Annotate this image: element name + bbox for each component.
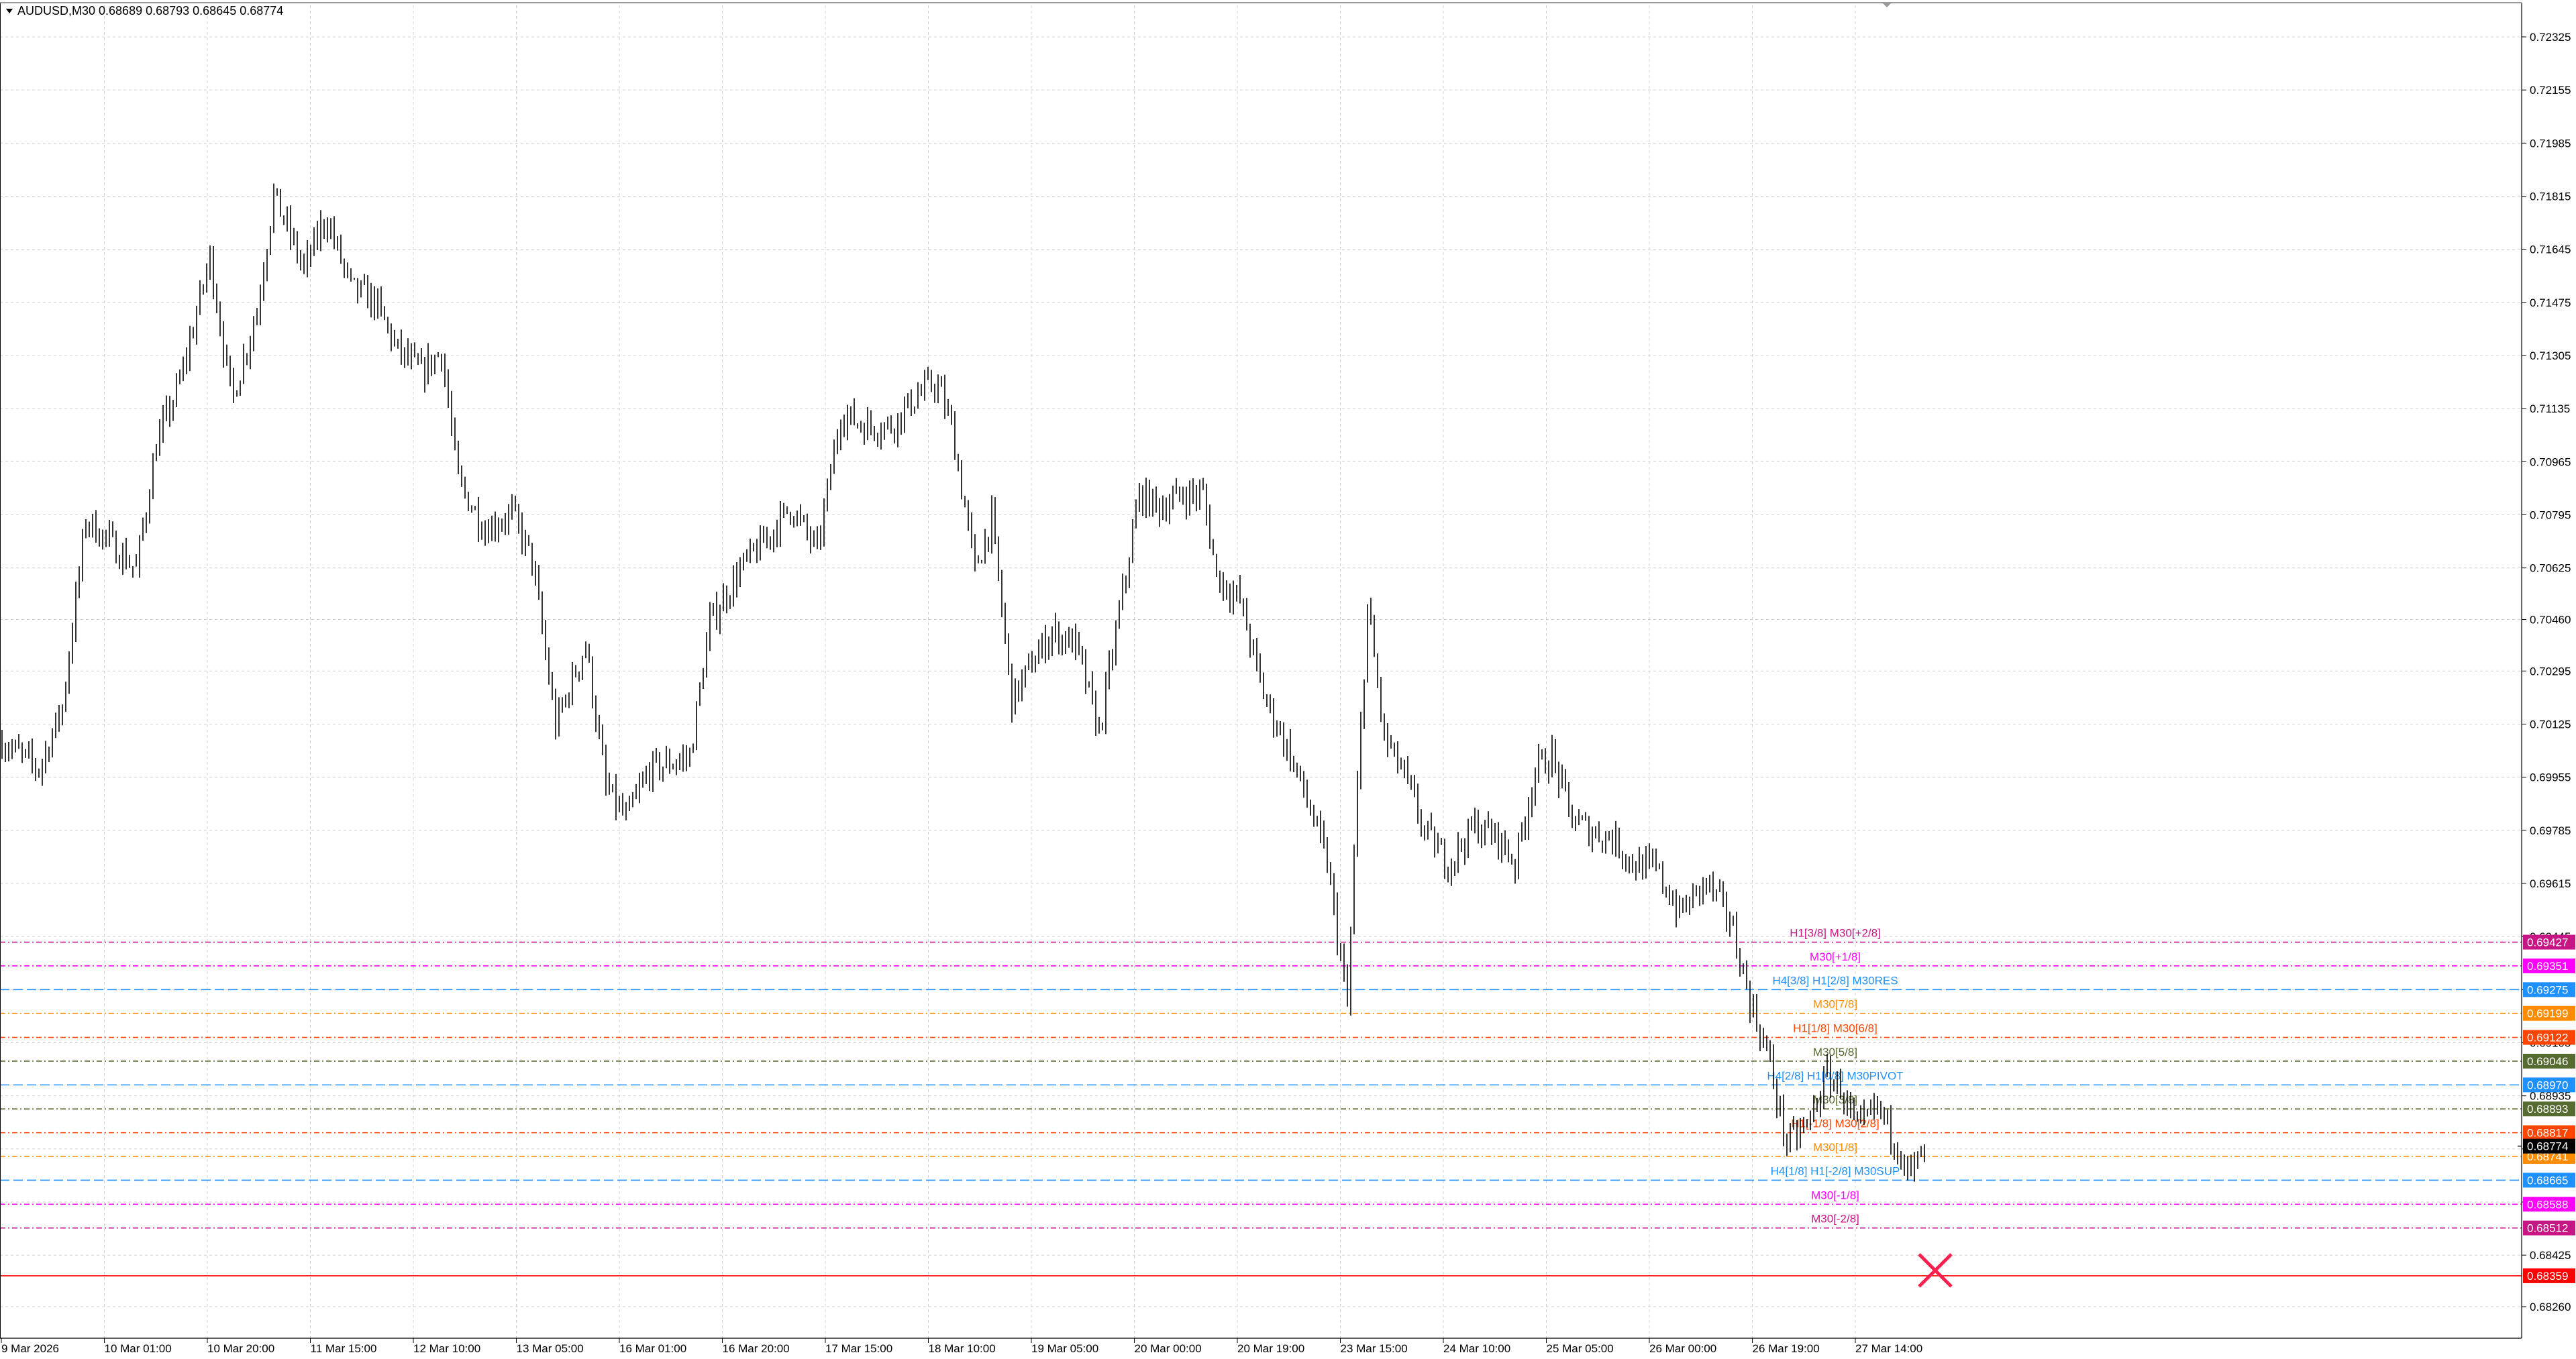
level-label: H4[2/8] H1[0/8] M30PIVOT bbox=[1767, 1069, 1903, 1082]
price-tick-label: 0.70625 bbox=[2530, 562, 2571, 575]
price-tick-label: 0.72325 bbox=[2530, 31, 2571, 44]
level-label: M30[5/8] bbox=[1813, 1046, 1857, 1058]
time-tick-label: 20 Mar 19:00 bbox=[1237, 1342, 1304, 1355]
axes bbox=[0, 2, 2522, 1339]
level-price-tag bbox=[2523, 958, 2575, 973]
time-tick-label: 16 Mar 01:00 bbox=[619, 1342, 686, 1355]
price-tick-label: 0.72155 bbox=[2530, 84, 2571, 97]
price-axis-labels: 0.72325 0.72155 0.71985 0.71815 0.71645 0.714… bbox=[2518, 31, 2575, 1313]
level-lines: H1[3/8] M30[+2/8] M30[+1/8] H4[3/8] H1[2/8… bbox=[0, 927, 2522, 1276]
target-price-tag-text: 0.68359 bbox=[2527, 1270, 2568, 1283]
price-tick-label: 0.71135 bbox=[2530, 402, 2570, 415]
time-tick-label: 16 Mar 20:00 bbox=[723, 1342, 790, 1355]
time-tick-label: 26 Mar 19:00 bbox=[1753, 1342, 1820, 1355]
time-tick-label: 12 Mar 10:00 bbox=[413, 1342, 480, 1355]
price-tick-label: 0.71815 bbox=[2530, 190, 2571, 203]
level-price-tag-text: 0.68665 bbox=[2527, 1174, 2568, 1187]
level-label: M30[7/8] bbox=[1813, 998, 1857, 1011]
level-price-tag bbox=[2523, 1053, 2575, 1069]
price-tick-label: 0.68935 bbox=[2530, 1090, 2571, 1103]
level-price-tag bbox=[2523, 1005, 2575, 1021]
time-tick-label: 10 Mar 01:00 bbox=[105, 1342, 172, 1355]
level-price-tag-text: 0.68970 bbox=[2527, 1079, 2568, 1091]
level-label: H1[1/8] M30[6/8] bbox=[1793, 1022, 1877, 1035]
level-price-tag bbox=[2523, 1077, 2575, 1093]
chart-shift-marker-icon[interactable] bbox=[1883, 3, 1891, 7]
price-tick-label: 0.71305 bbox=[2530, 349, 2571, 362]
level-price-tag-text: 0.68588 bbox=[2527, 1198, 2568, 1211]
time-axis-labels: 9 Mar 2026 10 Mar 01:00 10 Mar 20:00 11 Mar… bbox=[1, 1338, 1922, 1355]
symbol-header-text: AUDUSD,M30 0.68689 0.68793 0.68645 0.687… bbox=[17, 4, 283, 17]
level-label: H1[3/8] M30[+2/8] bbox=[1790, 927, 1881, 940]
time-tick-label: 27 Mar 14:00 bbox=[1855, 1342, 1922, 1355]
price-tick-label: 0.71985 bbox=[2530, 137, 2571, 150]
level-price-tag-text: 0.68741 bbox=[2527, 1150, 2568, 1163]
level-label: M30[+1/8] bbox=[1810, 950, 1861, 963]
time-tick-label: 10 Mar 20:00 bbox=[207, 1342, 274, 1355]
level-price-tag-text: 0.69046 bbox=[2527, 1055, 2568, 1068]
time-tick-label: 19 Mar 05:00 bbox=[1031, 1342, 1098, 1355]
target-price-tag bbox=[2523, 1268, 2575, 1283]
markers bbox=[1918, 1253, 1953, 1288]
level-label: M30[-1/8] bbox=[1811, 1189, 1859, 1201]
price-tick-label: 0.70125 bbox=[2530, 718, 2571, 731]
level-price-tag-text: 0.69427 bbox=[2527, 936, 2568, 949]
level-price-tag bbox=[2523, 1197, 2575, 1212]
price-tick-label: 0.70965 bbox=[2530, 455, 2571, 468]
time-tick-label: 13 Mar 05:00 bbox=[517, 1342, 584, 1355]
level-price-tag-text: 0.68893 bbox=[2527, 1103, 2568, 1116]
level-price-tag-text: 0.69199 bbox=[2527, 1008, 2568, 1020]
level-price-tag bbox=[2523, 982, 2575, 997]
level-label: M30[1/8] bbox=[1813, 1141, 1857, 1154]
level-label: M30[-2/8] bbox=[1811, 1213, 1859, 1226]
level-label: H4[1/8] H1[-2/8] M30SUP bbox=[1771, 1164, 1900, 1177]
price-tick-label: 0.71475 bbox=[2530, 296, 2571, 309]
level-label: H1[-1/8] M30[2/8] bbox=[1791, 1118, 1879, 1130]
level-price-tag bbox=[2523, 1101, 2575, 1117]
time-tick-label: 17 Mar 15:00 bbox=[825, 1342, 892, 1355]
time-tick-label: 20 Mar 00:00 bbox=[1135, 1342, 1202, 1355]
level-price-tag-text: 0.69351 bbox=[2527, 960, 2568, 973]
level-label: H4[3/8] H1[2/8] M30RES bbox=[1772, 974, 1898, 987]
time-tick-label: 26 Mar 00:00 bbox=[1649, 1342, 1716, 1355]
price-tick-label: 0.70795 bbox=[2530, 508, 2571, 521]
price-tick-label: 0.68260 bbox=[2530, 1301, 2571, 1313]
time-tick-label: 11 Mar 15:00 bbox=[311, 1342, 377, 1355]
price-tick-label: 0.69955 bbox=[2530, 771, 2571, 784]
level-price-tag bbox=[2523, 1125, 2575, 1140]
level-price-tag-text: 0.69275 bbox=[2527, 983, 2568, 996]
current-price-tag-text: 0.68774 bbox=[2527, 1140, 2568, 1153]
symbol-header: AUDUSD,M30 0.68689 0.68793 0.68645 0.687… bbox=[6, 4, 283, 17]
price-tick-label: 0.70295 bbox=[2530, 665, 2571, 677]
current-price-tag bbox=[2523, 1138, 2575, 1154]
price-tick-label: 0.69785 bbox=[2530, 824, 2571, 837]
price-tick-label: 0.71645 bbox=[2530, 243, 2571, 256]
cross-icon bbox=[1918, 1253, 1953, 1288]
time-tick-label: 25 Mar 05:00 bbox=[1547, 1342, 1614, 1355]
price-tick-label: 0.69615 bbox=[2530, 877, 2571, 890]
level-price-tag bbox=[2523, 934, 2575, 950]
time-tick-label: 9 Mar 2026 bbox=[1, 1342, 59, 1355]
level-price-tag bbox=[2523, 1030, 2575, 1045]
candles bbox=[1, 183, 1925, 1182]
level-price-tag bbox=[2523, 1220, 2575, 1236]
level-price-tag-text: 0.68817 bbox=[2527, 1127, 2568, 1140]
level-price-tag bbox=[2523, 1173, 2575, 1188]
price-tick-label: 0.68425 bbox=[2530, 1249, 2571, 1262]
price-tick-label: 0.70460 bbox=[2530, 613, 2571, 626]
triangle-down-icon[interactable] bbox=[6, 9, 13, 13]
time-tick-label: 24 Mar 10:00 bbox=[1443, 1342, 1510, 1355]
time-tick-label: 18 Mar 10:00 bbox=[929, 1342, 996, 1355]
level-price-tag-text: 0.69122 bbox=[2527, 1032, 2568, 1044]
level-price-tag-text: 0.68512 bbox=[2527, 1222, 2568, 1235]
time-tick-label: 23 Mar 15:00 bbox=[1341, 1342, 1408, 1355]
